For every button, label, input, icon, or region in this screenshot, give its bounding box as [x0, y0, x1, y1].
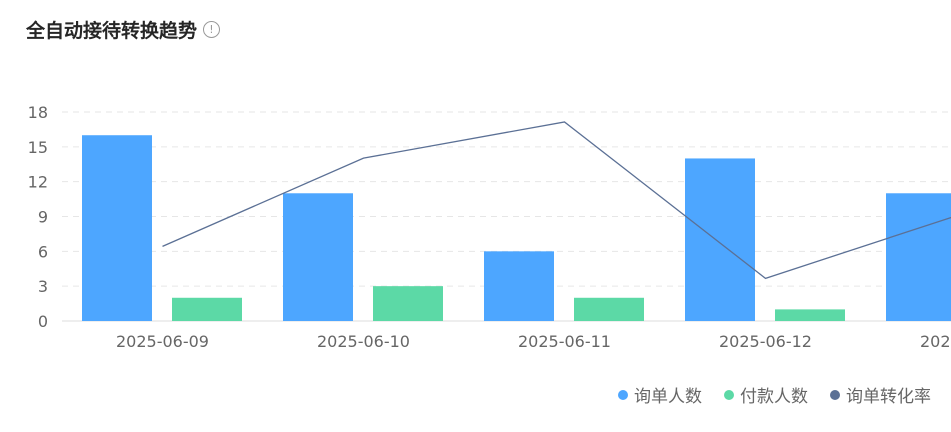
legend-label: 询单人数: [634, 387, 702, 407]
legend-dot-icon: [724, 389, 734, 400]
bar-inquiry: [886, 193, 951, 321]
chart-title: 全自动接待转换趋势: [26, 20, 198, 42]
legend-label: 询单转化率: [846, 387, 931, 407]
legend-label: 付款人数: [740, 387, 808, 407]
bar-inquiry: [283, 193, 353, 321]
bar-inquiry: [82, 135, 152, 321]
bar-inquiry: [484, 251, 554, 321]
bar-paid: [172, 297, 242, 321]
bar-paid: [373, 286, 443, 321]
info-circle-icon[interactable]: !: [203, 21, 221, 38]
bar-paid: [574, 297, 644, 321]
legend-item-paid[interactable]: 付款人数: [724, 382, 808, 407]
y-tick-label: 12: [28, 173, 48, 192]
bar-inquiry: [685, 158, 755, 321]
y-tick-label: 9: [38, 208, 48, 227]
x-tick-label: 2025-06-09: [116, 332, 209, 351]
y-tick-label: 6: [38, 242, 48, 261]
x-tick-label: 2025-06-11: [518, 332, 611, 351]
legend: 询单人数 付款人数 询单转化率: [618, 382, 931, 407]
legend-dot-icon: [830, 389, 840, 400]
x-tick-label: 2025-06-10: [317, 332, 410, 351]
y-tick-label: 15: [28, 138, 48, 157]
bar-paid: [775, 309, 845, 321]
x-tick-label: 2025-06-13: [920, 332, 951, 351]
legend-item-inquiry[interactable]: 询单人数: [618, 382, 702, 407]
y-tick-label: 3: [38, 277, 48, 296]
legend-dot-icon: [618, 389, 628, 400]
y-tick-label: 18: [28, 103, 48, 122]
x-tick-label: 2025-06-12: [719, 332, 812, 351]
legend-item-rate[interactable]: 询单转化率: [830, 382, 931, 407]
chart-title-row: 全自动接待转换趋势 !: [26, 16, 221, 43]
y-tick-label: 0: [38, 312, 48, 331]
line-conversion-rate: [162, 121, 951, 280]
